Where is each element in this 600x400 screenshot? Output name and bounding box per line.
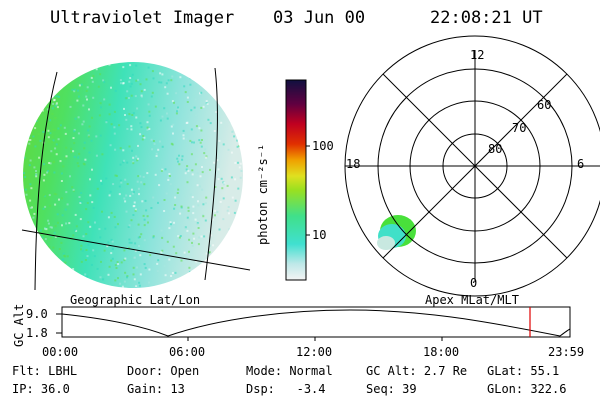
- info-glat: GLat: 55.1: [487, 364, 559, 378]
- info-mode-value: Normal: [289, 364, 333, 378]
- page-title: Ultraviolet Imager: [50, 8, 235, 28]
- info-glon-label: GLon:: [487, 382, 524, 396]
- info-flt-label: Flt:: [12, 364, 41, 378]
- info-glat-label: GLat:: [487, 364, 524, 378]
- info-door-label: Door:: [127, 364, 164, 378]
- time-tick-1800: 18:00: [423, 345, 460, 359]
- info-dsp: Dsp: -3.4: [246, 382, 326, 396]
- info-mode-label: Mode:: [246, 364, 283, 378]
- info-gcalt: GC Alt: 2.7 Re: [366, 364, 467, 378]
- colorbar-tick-100: 100: [312, 139, 334, 153]
- polar-plot: [344, 35, 600, 297]
- polar-label-0: 0: [470, 276, 478, 290]
- altitude-tick-9: 9.0: [26, 307, 48, 321]
- altitude-axis-label: GC Alt: [12, 303, 26, 347]
- time-tick-0000: 00:00: [42, 345, 79, 359]
- polar-lat-70: 70: [512, 121, 527, 135]
- polar-label-18: 18: [346, 157, 361, 171]
- info-ip: IP: 36.0: [12, 382, 70, 396]
- time-tick-1200: 12:00: [296, 345, 333, 359]
- info-glon-value: 322.6: [530, 382, 567, 396]
- info-ip-label: IP:: [12, 382, 34, 396]
- polar-lat-60: 60: [537, 98, 552, 112]
- info-dsp-value: -3.4: [296, 382, 326, 396]
- info-seq: Seq: 39: [366, 382, 417, 396]
- info-dsp-label: Dsp:: [246, 382, 275, 396]
- polar-lat-80: 80: [488, 142, 503, 156]
- polar-label-12: 12: [470, 48, 485, 62]
- info-seq-label: Seq:: [366, 382, 395, 396]
- info-seq-value: 39: [402, 382, 417, 396]
- header-date: 03 Jun 00: [273, 8, 366, 28]
- info-flt: Flt: LBHL: [12, 364, 77, 378]
- altitude-tick-1-8: 1.8: [26, 326, 48, 340]
- polar-label-6: 6: [577, 157, 585, 171]
- left-caption: Geographic Lat/Lon: [70, 293, 201, 307]
- info-flt-value: LBHL: [48, 364, 78, 378]
- time-tick-0600: 06:00: [169, 345, 206, 359]
- info-gain: Gain: 13: [127, 382, 185, 396]
- info-glat-value: 55.1: [530, 364, 560, 378]
- time-tick-2359: 23:59: [548, 345, 585, 359]
- info-door-value: Open: [170, 364, 200, 378]
- colorbar-unit-label: photon cm⁻²s⁻¹: [256, 143, 270, 245]
- altitude-plot: [56, 306, 571, 341]
- info-glon: GLon: 322.6: [487, 382, 566, 396]
- right-caption: Apex MLat/MLT: [425, 293, 519, 307]
- info-gain-value: 13: [170, 382, 185, 396]
- color-bar: [285, 79, 310, 281]
- header-time: 22:08:21 UT: [430, 8, 543, 28]
- info-mode: Mode: Normal: [246, 364, 333, 378]
- info-gcalt-value: 2.7 Re: [423, 364, 468, 378]
- info-door: Door: Open: [127, 364, 199, 378]
- info-gain-label: Gain:: [127, 382, 164, 396]
- geographic-image: [21, 62, 251, 291]
- info-gcalt-label: GC Alt:: [366, 364, 417, 378]
- colorbar-tick-10: 10: [312, 228, 327, 242]
- info-ip-value: 36.0: [40, 382, 70, 396]
